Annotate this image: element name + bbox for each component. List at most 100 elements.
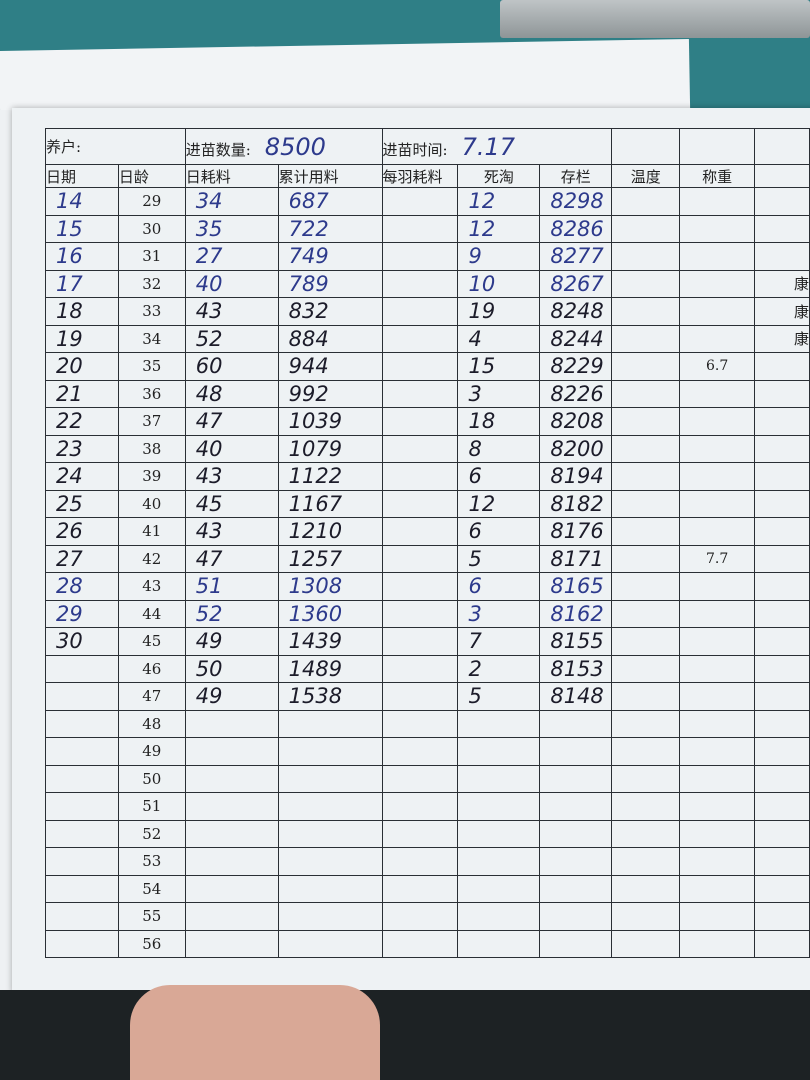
empty-cell	[754, 819, 810, 848]
table-row: 53	[45, 847, 810, 876]
chick-count: 8500	[264, 132, 326, 161]
cell-stock	[539, 764, 613, 793]
cell-weight	[679, 572, 756, 601]
cell-weight	[679, 847, 756, 876]
cell-daily-feed: 27	[184, 242, 279, 271]
empty-cell	[611, 462, 681, 491]
table-row: 22 37 47 1039 18 8208	[45, 407, 810, 436]
empty-cell	[754, 214, 810, 243]
cell-date: 28	[45, 572, 119, 601]
cell-age: 42	[117, 544, 186, 573]
cell-date: 15	[45, 214, 119, 243]
cell-cumulative-feed: 1257	[277, 544, 383, 573]
cell-deaths: 12	[457, 489, 541, 518]
cell-stock: 8182	[539, 489, 613, 518]
column-header: 温度	[611, 164, 681, 188]
empty-cell	[381, 709, 459, 738]
cell-date	[45, 764, 119, 793]
empty-cell	[381, 737, 459, 766]
empty-cell	[381, 792, 459, 821]
cell-cumulative-feed	[277, 764, 383, 793]
cell-age: 41	[117, 517, 186, 546]
cell-stock: 8148	[539, 682, 613, 711]
entry-date-label: 进苗时间:	[382, 140, 448, 159]
cell-daily-feed: 50	[184, 654, 279, 683]
table-row: 16 31 27 749 9 8277	[45, 242, 810, 271]
cell-daily-feed: 43	[184, 297, 279, 326]
side-mark: 康	[754, 297, 810, 326]
empty-cell	[754, 709, 810, 738]
cell-cumulative-feed	[277, 737, 383, 766]
cell-date: 14	[45, 187, 119, 216]
table-row: 18 33 43 832 19 8248 康	[45, 297, 810, 326]
cell-stock	[539, 902, 613, 931]
cell-age: 47	[117, 682, 186, 711]
cell-age: 31	[117, 242, 186, 271]
cell-weight	[679, 214, 756, 243]
cell-age: 48	[117, 709, 186, 738]
cell-daily-feed: 40	[184, 434, 279, 463]
empty-cell	[754, 164, 810, 188]
cell-cumulative-feed: 1439	[277, 627, 383, 656]
empty-cell	[611, 544, 681, 573]
cell-stock	[539, 709, 613, 738]
hand	[130, 985, 380, 1080]
empty-cell	[611, 819, 681, 848]
empty-cell	[611, 242, 681, 271]
empty-cell	[611, 847, 681, 876]
column-header: 每羽耗料	[381, 164, 459, 188]
cell-cumulative-feed	[277, 792, 383, 821]
chick-count-label: 进苗数量:	[185, 140, 251, 159]
cell-deaths	[457, 874, 541, 903]
cell-cumulative-feed: 1538	[277, 682, 383, 711]
empty-cell	[611, 324, 681, 353]
cell-deaths: 12	[457, 187, 541, 216]
empty-cell	[381, 819, 459, 848]
table-row: 49	[45, 737, 810, 766]
table-row: 27 42 47 1257 5 8171 7.7	[45, 544, 810, 573]
empty-cell	[611, 517, 681, 546]
cell-weight	[679, 187, 756, 216]
cell-cumulative-feed: 1039	[277, 407, 383, 436]
cell-age: 29	[117, 187, 186, 216]
cell-weight	[679, 627, 756, 656]
table-row: 25 40 45 1167 12 8182	[45, 489, 810, 518]
empty-cell	[381, 462, 459, 491]
empty-cell	[381, 599, 459, 628]
cell-weight: 7.7	[679, 544, 756, 573]
empty-cell	[754, 352, 810, 381]
cell-daily-feed: 48	[184, 379, 279, 408]
cell-age: 53	[117, 847, 186, 876]
empty-cell	[611, 599, 681, 628]
cell-deaths: 3	[457, 599, 541, 628]
empty-cell	[381, 847, 459, 876]
cell-deaths: 3	[457, 379, 541, 408]
farmer-label: 养户:	[45, 128, 186, 165]
table-row: 20 35 60 944 15 8229 6.7	[45, 352, 810, 381]
empty-cell	[754, 379, 810, 408]
empty-cell	[611, 682, 681, 711]
empty-cell	[754, 682, 810, 711]
empty-cell	[754, 242, 810, 271]
table-row: 54	[45, 874, 810, 903]
table-row: 56	[45, 929, 810, 958]
empty-cell	[381, 572, 459, 601]
empty-cell	[611, 187, 681, 216]
entry-date: 7.17	[461, 132, 516, 161]
cell-daily-feed: 35	[184, 214, 279, 243]
cell-age: 36	[117, 379, 186, 408]
entry-date-cell: 进苗时间: 7.17	[381, 128, 613, 165]
cell-stock: 8277	[539, 242, 613, 271]
empty-cell	[611, 764, 681, 793]
cell-weight	[679, 407, 756, 436]
cell-cumulative-feed: 722	[277, 214, 383, 243]
cell-date: 21	[45, 379, 119, 408]
cell-daily-feed: 52	[184, 324, 279, 353]
cell-stock	[539, 737, 613, 766]
cell-cumulative-feed: 992	[277, 379, 383, 408]
cell-daily-feed	[184, 792, 279, 821]
cell-cumulative-feed: 944	[277, 352, 383, 381]
cell-deaths	[457, 709, 541, 738]
cell-age: 52	[117, 819, 186, 848]
cell-age: 51	[117, 792, 186, 821]
